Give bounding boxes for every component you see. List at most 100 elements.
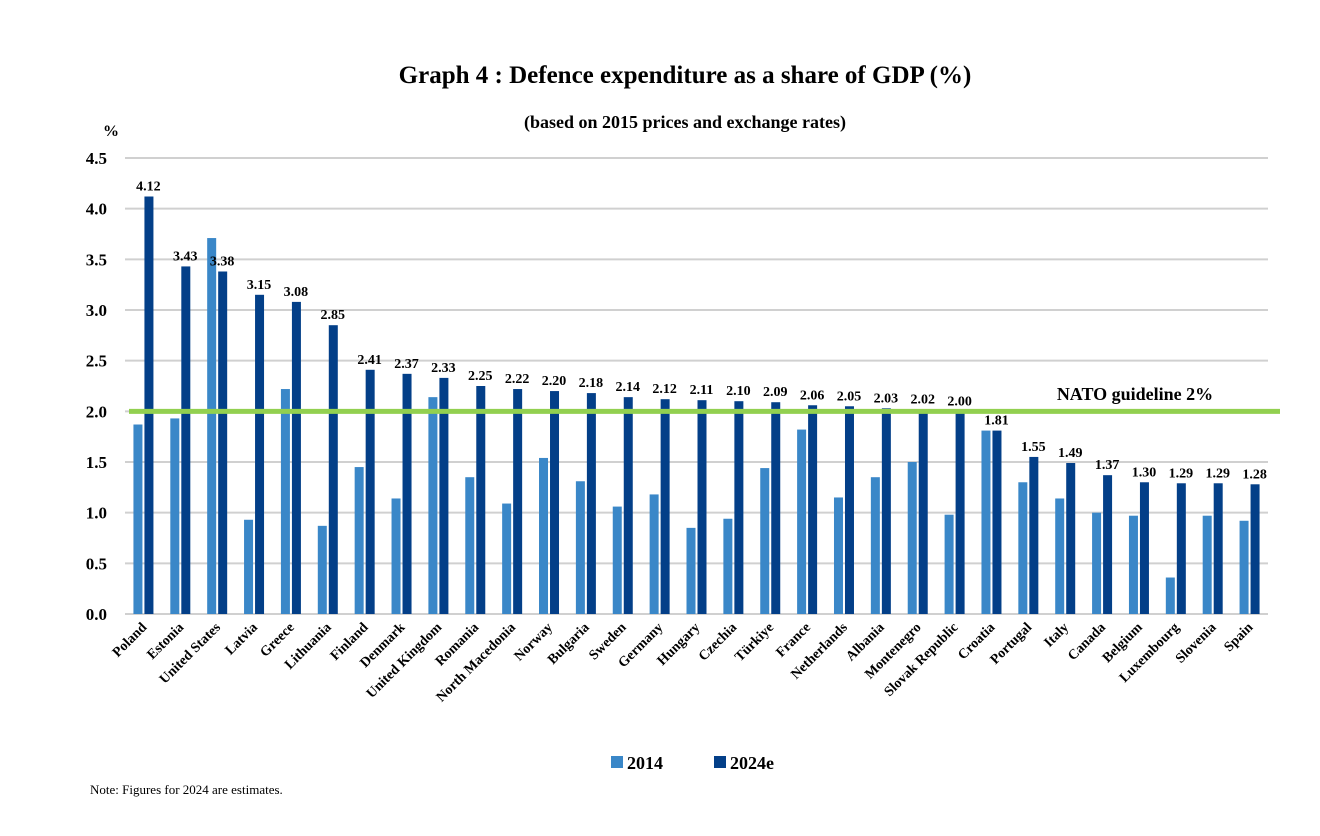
bar-2014 <box>354 467 364 614</box>
y-tick-label: 0.0 <box>86 605 107 624</box>
bar-2024e <box>328 325 338 614</box>
bar-2014 <box>1018 482 1028 614</box>
bar-2024e <box>1029 456 1039 614</box>
bar-2014 <box>686 527 696 614</box>
x-tick-label: Portugal <box>988 620 1036 668</box>
data-label: 2.20 <box>542 374 567 389</box>
data-label: 2.09 <box>763 385 788 400</box>
bar-2024e <box>365 369 375 614</box>
bar-2024e <box>513 389 523 614</box>
bar-2024e <box>255 294 265 614</box>
bar-2024e <box>992 430 1002 614</box>
bar-2014 <box>1092 512 1102 614</box>
bar-2014 <box>1239 520 1249 614</box>
bar-2014 <box>539 457 549 614</box>
y-tick-label: 1.5 <box>86 453 107 472</box>
data-label: 1.29 <box>1169 466 1194 481</box>
data-label: 4.12 <box>136 180 161 195</box>
bar-2024e <box>955 411 965 614</box>
bar-2024e <box>586 393 596 614</box>
data-label: 2.12 <box>652 382 677 397</box>
bar-2014 <box>1165 577 1175 614</box>
bar-2014 <box>870 477 880 614</box>
bar-2014 <box>502 503 512 614</box>
data-label: 2.41 <box>357 353 382 368</box>
bar-2014 <box>428 397 438 614</box>
footnote: Note: Figures for 2024 are estimates. <box>90 782 283 797</box>
bar-2014 <box>981 430 991 614</box>
bar-2024e <box>771 402 781 614</box>
y-tick-label: 3.5 <box>86 250 107 269</box>
legend-label-2014: 2014 <box>627 753 663 773</box>
data-label: 2.10 <box>726 384 751 399</box>
x-tick-label: Poland <box>110 620 150 660</box>
x-tick-label: Türkiye <box>732 620 777 665</box>
data-label: 3.38 <box>210 254 235 269</box>
data-label: 2.11 <box>690 383 714 398</box>
bar-2024e <box>660 399 670 614</box>
bar-2014 <box>280 389 290 614</box>
bar-2024e <box>1176 483 1186 614</box>
bar-2024e <box>181 266 191 614</box>
chart-subtitle: (based on 2015 prices and exchange rates… <box>524 112 846 132</box>
data-label: 1.55 <box>1021 440 1046 455</box>
y-tick-label: 2.0 <box>86 402 107 421</box>
y-tick-label: 3.0 <box>86 301 107 320</box>
bar-2014 <box>723 518 733 614</box>
data-label: 1.28 <box>1242 467 1267 482</box>
bar-2014 <box>244 519 254 614</box>
bar-2024e <box>1139 482 1149 614</box>
y-tick-label: 2.5 <box>86 352 107 371</box>
bar-2014 <box>1055 498 1065 614</box>
bar-2024e <box>218 271 228 614</box>
bar-2014 <box>797 429 807 614</box>
chart-title: Graph 4 : Defence expenditure as a share… <box>398 62 972 89</box>
data-label: 2.05 <box>837 389 862 404</box>
bar-2024e <box>476 386 486 614</box>
data-label: 2.22 <box>505 372 530 387</box>
x-tick-label: Czechia <box>696 620 740 664</box>
bar-2024e <box>623 397 633 614</box>
data-label: 2.06 <box>800 388 825 403</box>
legend-label-2024e: 2024e <box>730 753 774 773</box>
bar-2014 <box>649 494 659 614</box>
bar-2014 <box>944 514 954 614</box>
legend-swatch-2014 <box>611 756 623 768</box>
data-label: 1.49 <box>1058 446 1083 461</box>
data-label: 2.37 <box>394 357 419 372</box>
data-label: 2.14 <box>616 380 641 395</box>
bar-2014 <box>170 418 180 614</box>
bar-2024e <box>402 373 412 614</box>
bar-2014 <box>1202 515 1212 614</box>
x-tick-label: Latvia <box>223 620 261 658</box>
bar-2024e <box>844 406 854 614</box>
bar-2014 <box>1128 515 1138 614</box>
data-label: 1.29 <box>1205 466 1230 481</box>
bar-2024e <box>1213 483 1223 614</box>
x-tick-label: Slovenia <box>1173 620 1219 666</box>
legend-swatch-2024e <box>714 756 726 768</box>
bar-2024e <box>1066 463 1076 614</box>
bar-2024e <box>918 409 928 614</box>
data-label: 3.15 <box>247 278 272 293</box>
bar-2024e <box>1103 475 1113 614</box>
y-tick-label: 1.0 <box>86 504 107 523</box>
data-label: 2.00 <box>947 394 972 409</box>
data-label: 1.81 <box>984 414 1009 429</box>
data-label: 2.85 <box>321 308 346 323</box>
bar-2014 <box>907 462 917 614</box>
y-tick-label: 4.0 <box>86 200 107 219</box>
bar-2024e <box>734 401 744 614</box>
data-label: 3.08 <box>284 285 309 300</box>
x-tick-label: Spain <box>1222 620 1257 655</box>
bar-2014 <box>317 525 327 614</box>
bar-2014 <box>391 498 401 614</box>
bar-2014 <box>833 497 843 614</box>
bar-2014 <box>133 424 143 614</box>
x-tick-label: Italy <box>1042 620 1072 650</box>
bar-2014 <box>575 481 585 614</box>
data-label: 2.18 <box>579 376 604 391</box>
nato-guideline-label: NATO guideline 2% <box>1057 384 1213 404</box>
data-label: 2.25 <box>468 369 493 384</box>
